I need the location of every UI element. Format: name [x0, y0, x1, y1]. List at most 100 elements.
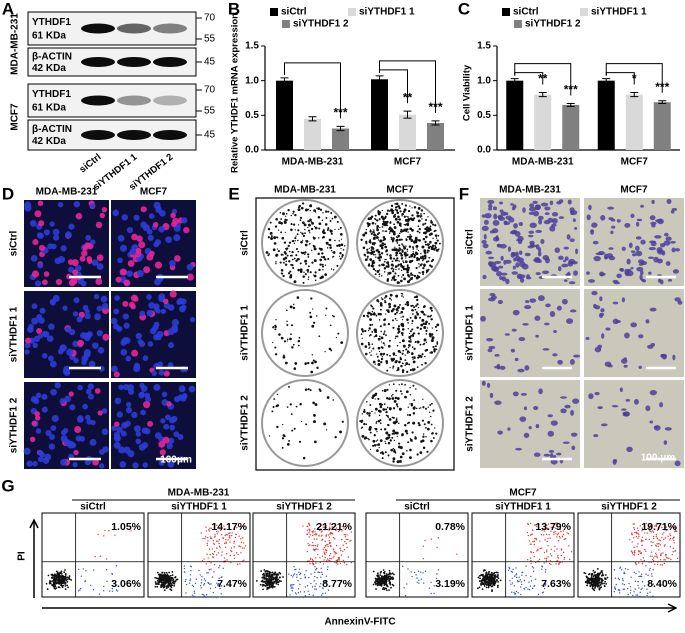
- colony: [383, 428, 387, 431]
- event: [315, 533, 317, 535]
- event: [331, 523, 333, 526]
- colony: [391, 211, 395, 215]
- bar: [534, 94, 552, 150]
- colony: [422, 446, 426, 449]
- event: [665, 557, 668, 559]
- event: [627, 593, 630, 596]
- colony: [406, 215, 408, 217]
- colony: [394, 203, 397, 205]
- event: [239, 527, 242, 530]
- cell: [616, 219, 621, 223]
- nucleus: [133, 362, 141, 369]
- cell: [493, 365, 501, 369]
- nucleus: [55, 278, 63, 286]
- event: [640, 539, 643, 541]
- event: [314, 585, 316, 587]
- colony: [431, 327, 433, 329]
- event: [315, 567, 318, 570]
- event: [347, 556, 350, 558]
- event: [295, 568, 297, 571]
- event: [332, 537, 335, 539]
- nucleus: [74, 426, 82, 434]
- colony: [426, 249, 430, 252]
- event: [525, 574, 527, 577]
- colony: [382, 333, 385, 336]
- event: [162, 575, 165, 578]
- event: [637, 553, 640, 556]
- nucleus: [154, 261, 163, 269]
- nucleus: [54, 382, 61, 389]
- event: [401, 565, 404, 568]
- colony: [316, 207, 318, 209]
- event: [226, 552, 228, 555]
- event: [418, 579, 420, 582]
- event: [324, 549, 327, 551]
- nucleus: [143, 401, 151, 409]
- event: [52, 581, 55, 584]
- event: [557, 532, 559, 534]
- colony: [378, 218, 381, 221]
- event: [643, 585, 646, 587]
- cell: [522, 322, 529, 326]
- cell: [570, 409, 574, 416]
- colony: [412, 422, 414, 425]
- event: [157, 581, 160, 584]
- event: [599, 583, 602, 586]
- event: [290, 584, 292, 586]
- colony: [328, 347, 332, 351]
- cell: [505, 215, 512, 220]
- event: [217, 583, 220, 586]
- colony: [275, 404, 279, 408]
- colony: [416, 230, 419, 233]
- colony: [397, 264, 399, 267]
- event: [541, 592, 544, 594]
- event: [507, 569, 510, 572]
- colony: [382, 220, 385, 223]
- colony: [372, 267, 376, 271]
- colony: [302, 275, 305, 278]
- event: [291, 584, 293, 586]
- colony: [376, 219, 379, 222]
- event: [323, 559, 325, 561]
- colony: [327, 257, 330, 260]
- event: [520, 581, 522, 583]
- cell: [645, 405, 651, 412]
- event: [315, 588, 318, 590]
- colony: [417, 275, 421, 279]
- nucleus: [139, 310, 146, 317]
- nucleus: [85, 332, 92, 339]
- event: [326, 560, 328, 562]
- event: [652, 531, 655, 534]
- event: [266, 580, 269, 583]
- event: [336, 559, 338, 562]
- event: [60, 572, 63, 575]
- colony: [407, 441, 410, 444]
- colony: [431, 258, 435, 261]
- colony: [398, 238, 402, 241]
- colony: [414, 436, 416, 438]
- colony: [331, 314, 334, 317]
- event: [517, 592, 519, 594]
- colony: [375, 353, 378, 355]
- event: [483, 580, 486, 582]
- colony: [377, 212, 381, 216]
- colony: [406, 250, 409, 252]
- colony: [274, 225, 278, 228]
- event: [57, 586, 60, 589]
- colony: [281, 437, 285, 440]
- event: [630, 550, 633, 552]
- event: [597, 582, 600, 585]
- colony: [416, 298, 419, 302]
- colony: [409, 448, 412, 452]
- event: [527, 523, 530, 526]
- event: [315, 524, 318, 526]
- colony: [309, 218, 312, 222]
- column-label: MDA-MB-231: [274, 185, 336, 196]
- nucleus: [120, 339, 127, 346]
- colony: [366, 248, 369, 251]
- nucleus: [148, 213, 155, 219]
- event: [235, 552, 238, 554]
- event: [233, 540, 235, 543]
- scale-label: 100 μm: [641, 453, 676, 464]
- colony: [389, 354, 391, 357]
